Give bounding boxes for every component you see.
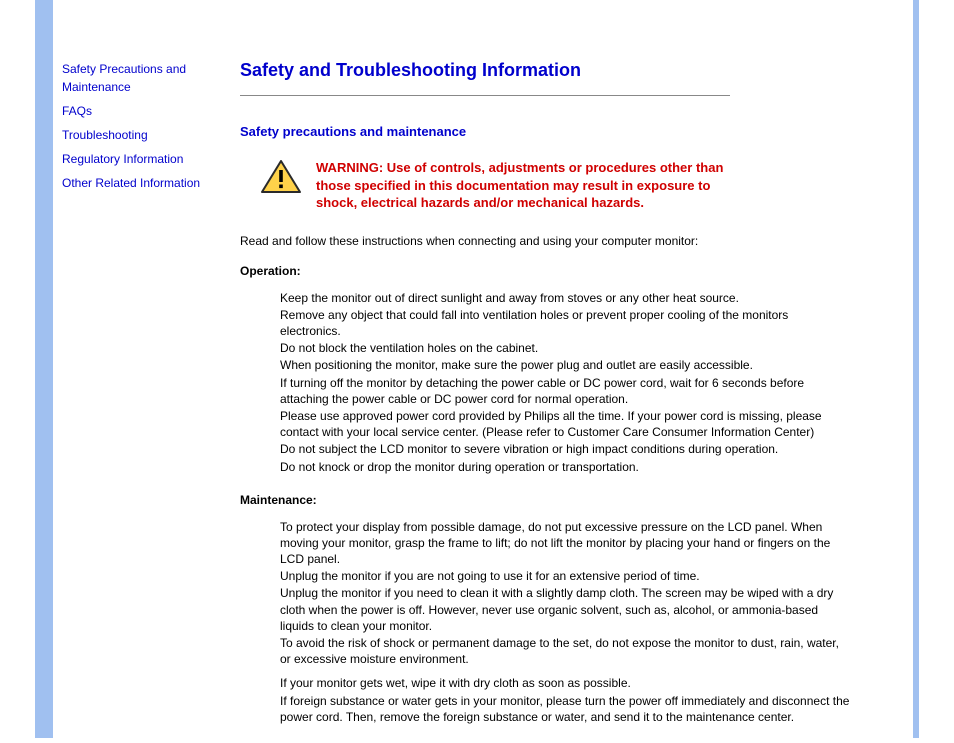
sidebar-link-other[interactable]: Other Related Information — [62, 174, 232, 192]
main-content: Safety and Troubleshooting Information S… — [240, 60, 880, 743]
warning-block: WARNING: Use of controls, adjustments or… — [260, 159, 880, 212]
list-item: Do not subject the LCD monitor to severe… — [280, 441, 850, 457]
operation-list: Keep the monitor out of direct sunlight … — [280, 290, 850, 475]
section-subtitle: Safety precautions and maintenance — [240, 124, 880, 139]
list-item: Do not knock or drop the monitor during … — [280, 459, 850, 475]
list-item: If foreign substance or water gets in yo… — [280, 693, 850, 725]
list-item: Please use approved power cord provided … — [280, 408, 850, 440]
list-item: Do not block the ventilation holes on th… — [280, 340, 850, 356]
intro-text: Read and follow these instructions when … — [240, 234, 880, 248]
list-item: To protect your display from possible da… — [280, 519, 850, 568]
page-title: Safety and Troubleshooting Information — [240, 60, 880, 81]
warning-triangle-icon — [260, 159, 302, 195]
list-item: When positioning the monitor, make sure … — [280, 357, 850, 373]
list-item: Keep the monitor out of direct sunlight … — [280, 290, 850, 306]
list-item: If your monitor gets wet, wipe it with d… — [280, 675, 850, 691]
maintenance-label: Maintenance: — [240, 493, 880, 507]
left-accent-bar — [35, 0, 53, 738]
sidebar-link-safety[interactable]: Safety Precautions and Maintenance — [62, 60, 232, 96]
sidebar-link-troubleshooting[interactable]: Troubleshooting — [62, 126, 232, 144]
operation-label: Operation: — [240, 264, 880, 278]
sidebar-nav: Safety Precautions and Maintenance FAQs … — [62, 60, 232, 198]
maintenance-list: To protect your display from possible da… — [280, 519, 850, 725]
title-divider — [240, 95, 730, 96]
list-item: To avoid the risk of shock or permanent … — [280, 635, 850, 667]
sidebar-link-faqs[interactable]: FAQs — [62, 102, 232, 120]
sidebar-link-regulatory[interactable]: Regulatory Information — [62, 150, 232, 168]
list-item: Unplug the monitor if you are not going … — [280, 568, 850, 584]
list-item: Unplug the monitor if you need to clean … — [280, 585, 850, 634]
warning-text: WARNING: Use of controls, adjustments or… — [316, 159, 736, 212]
right-accent-bar — [913, 0, 919, 738]
list-item: If turning off the monitor by detaching … — [280, 375, 850, 407]
list-item: Remove any object that could fall into v… — [280, 307, 850, 339]
